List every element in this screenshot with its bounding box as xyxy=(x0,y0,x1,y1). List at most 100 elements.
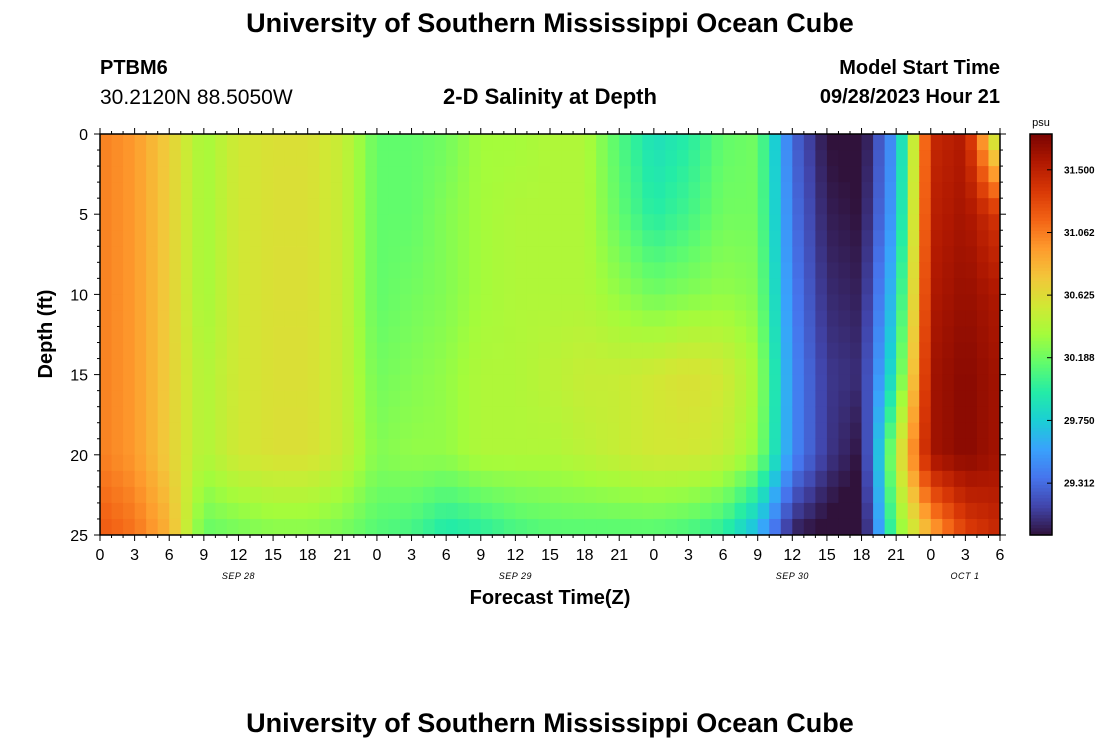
heatmap-cell xyxy=(226,278,240,295)
heatmap-cell xyxy=(434,518,447,535)
heatmap-cell xyxy=(538,342,551,360)
heatmap-cell xyxy=(746,518,759,535)
heatmap-cell xyxy=(169,150,182,167)
heatmap-cell xyxy=(550,518,563,535)
heatmap-cell xyxy=(180,230,193,247)
heatmap-cell xyxy=(850,358,863,376)
heatmap-cell xyxy=(157,230,170,247)
heatmap-cell xyxy=(838,278,851,295)
colorbar-segment xyxy=(1030,304,1052,309)
heatmap-cell xyxy=(930,310,943,328)
heatmap-cell xyxy=(261,422,274,440)
heatmap-cell xyxy=(215,486,228,504)
heatmap-cell xyxy=(538,198,551,215)
heatmap-cell xyxy=(873,470,886,488)
heatmap-cell xyxy=(100,518,113,535)
heatmap-cell xyxy=(688,230,701,247)
heatmap-cell xyxy=(273,310,286,328)
heatmap-cell xyxy=(423,454,436,472)
heatmap-cell xyxy=(423,150,436,167)
heatmap-cell xyxy=(723,230,736,247)
heatmap-cell xyxy=(330,454,343,472)
heatmap-cell xyxy=(573,390,586,408)
heatmap-cell xyxy=(573,486,586,504)
heatmap-cell xyxy=(792,358,805,376)
colorbar-segment xyxy=(1030,344,1052,349)
heatmap-cell xyxy=(965,134,978,151)
heatmap-cell xyxy=(376,454,390,472)
colorbar-segment xyxy=(1030,387,1052,392)
heatmap-cell xyxy=(250,230,263,247)
heatmap-cell xyxy=(400,422,413,440)
heatmap-cell xyxy=(815,438,828,456)
heatmap-cell xyxy=(907,422,920,440)
heatmap-cell xyxy=(434,342,447,360)
heatmap-cell xyxy=(226,230,240,247)
heatmap-cell xyxy=(584,454,597,472)
heatmap-cell xyxy=(434,358,447,376)
heatmap-cell xyxy=(307,134,320,151)
heatmap-cell xyxy=(965,486,978,504)
x-tick-label: 9 xyxy=(199,547,208,564)
heatmap-cell xyxy=(884,246,897,263)
heatmap-cell xyxy=(296,374,309,392)
heatmap-cell xyxy=(330,262,343,279)
heatmap-cell xyxy=(353,278,366,295)
heatmap-cell xyxy=(319,134,332,151)
heatmap-cell xyxy=(803,198,816,215)
heatmap-cell xyxy=(353,438,366,456)
heatmap-cell xyxy=(330,278,343,295)
heatmap-cell xyxy=(907,230,920,247)
heatmap-cell xyxy=(953,358,966,376)
heatmap-cell xyxy=(457,326,470,344)
heatmap-cell xyxy=(457,246,470,263)
heatmap-cell xyxy=(469,214,482,231)
heatmap-cell xyxy=(284,422,297,440)
heatmap-cell xyxy=(653,502,666,520)
colorbar-segment xyxy=(1030,220,1052,225)
heatmap-cell xyxy=(573,262,586,279)
heatmap-cell xyxy=(642,326,655,344)
heatmap-cell xyxy=(780,406,793,424)
heatmap-cell xyxy=(434,214,447,231)
heatmap-cell xyxy=(376,134,390,151)
heatmap-cell xyxy=(953,374,966,392)
heatmap-cell xyxy=(203,406,216,424)
heatmap-cell xyxy=(330,246,343,263)
heatmap-cell xyxy=(630,150,643,167)
heatmap-cell xyxy=(457,166,470,183)
heatmap-cell xyxy=(988,358,1000,376)
heatmap-cell xyxy=(976,166,990,183)
heatmap-cell xyxy=(388,454,401,472)
heatmap-cell xyxy=(584,518,597,535)
heatmap-cell xyxy=(273,342,286,360)
heatmap-cell xyxy=(215,294,228,312)
heatmap-cell xyxy=(365,310,378,328)
heatmap-cell xyxy=(711,230,724,247)
heatmap-cell xyxy=(884,374,897,392)
heatmap-cell xyxy=(411,278,424,295)
heatmap-cell xyxy=(688,182,701,199)
heatmap-cell xyxy=(919,438,932,456)
colorbar-tick-label: 29.312 xyxy=(1064,479,1095,490)
heatmap-cell xyxy=(353,518,366,535)
heatmap-cell xyxy=(515,342,528,360)
heatmap-cell xyxy=(907,214,920,231)
heatmap-cell xyxy=(757,310,770,328)
heatmap-cell xyxy=(261,502,274,520)
heatmap-cell xyxy=(388,486,401,504)
heatmap-cell xyxy=(665,246,678,263)
x-axis: 0 3 6 9 12 15 18 21 0 3 6 9 12 15 18 21 0 3 6 9 12 15 18 21 0 3 6S… xyxy=(96,128,1005,581)
heatmap-cell xyxy=(538,262,551,279)
heatmap-cell xyxy=(526,310,540,328)
heatmap-cell xyxy=(757,326,770,344)
heatmap-cell xyxy=(700,342,713,360)
heatmap-cell xyxy=(503,182,516,199)
model-start-label: Model Start Time xyxy=(839,57,1000,79)
heatmap-cell xyxy=(826,294,840,312)
colorbar-tick-label: 29.750 xyxy=(1064,416,1095,427)
heatmap-cell xyxy=(976,134,990,151)
heatmap-cell xyxy=(573,134,586,151)
heatmap-cell xyxy=(307,422,320,440)
heatmap-cell xyxy=(538,278,551,295)
